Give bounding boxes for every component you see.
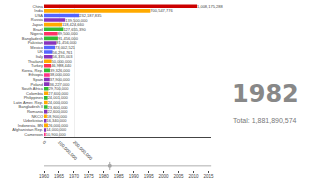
svg-text:Afghanistan Rep.: Afghanistan Rep.: [12, 127, 43, 132]
svg-text:2015: 2015: [203, 174, 214, 179]
svg-text:232,187,835: 232,187,835: [79, 13, 102, 18]
svg-text:Brazil: Brazil: [33, 27, 43, 32]
svg-text:Spain: Spain: [33, 77, 43, 82]
svg-text:37,900,000: 37,900,000: [50, 77, 71, 82]
svg-text:Uzbekistan: Uzbekistan: [23, 118, 43, 123]
svg-text:1990: 1990: [129, 174, 140, 179]
svg-text:Turkey: Turkey: [31, 63, 43, 68]
svg-text:USA: USA: [35, 13, 44, 18]
svg-text:Total: 1,881,890,574: Total: 1,881,890,574: [233, 117, 297, 124]
svg-text:China: China: [33, 4, 44, 9]
svg-text:1985: 1985: [114, 174, 125, 179]
svg-text:22,600,000: 22,600,000: [47, 109, 68, 114]
svg-text:56,335,003: 56,335,003: [53, 54, 74, 59]
svg-text:16,340,000: 16,340,000: [46, 118, 67, 123]
svg-text:10,900,000: 10,900,000: [46, 132, 67, 137]
svg-text:39,326,000: 39,326,000: [50, 68, 71, 73]
svg-text:127,655,390: 127,655,390: [63, 27, 86, 32]
svg-text:Indonesia, BN: Indonesia, BN: [18, 123, 43, 128]
svg-text:Nigeria: Nigeria: [30, 31, 43, 36]
svg-text:81,456,000: 81,456,000: [56, 40, 77, 45]
svg-text:Bangladesh: Bangladesh: [22, 36, 43, 41]
svg-text:UK: UK: [37, 49, 43, 54]
svg-text:Korea, Rep.: Korea, Rep.: [22, 68, 43, 73]
svg-text:1,008,175,288: 1,008,175,288: [197, 4, 223, 9]
svg-text:Romania: Romania: [27, 109, 44, 114]
svg-text:89,500,000: 89,500,000: [58, 31, 79, 36]
svg-text:200,000,000: 200,000,000: [72, 140, 94, 162]
svg-text:23,600,000: 23,600,000: [48, 105, 69, 110]
svg-text:118,424,660: 118,424,660: [62, 22, 85, 27]
svg-text:Bangladesh II: Bangladesh II: [19, 104, 43, 109]
svg-text:100,000,000: 100,000,000: [57, 140, 79, 162]
svg-text:50,000,000: 50,000,000: [52, 59, 73, 64]
svg-text:18,900,000: 18,900,000: [47, 114, 68, 119]
svg-text:Thailand: Thailand: [28, 59, 43, 64]
svg-text:1975: 1975: [84, 174, 95, 179]
svg-text:Colombia: Colombia: [26, 91, 44, 96]
svg-text:Pakistan: Pakistan: [28, 40, 43, 45]
svg-text:700,547,776: 700,547,776: [150, 8, 173, 13]
svg-text:0: 0: [42, 140, 48, 146]
svg-text:Italy: Italy: [36, 54, 43, 59]
svg-text:2005: 2005: [174, 174, 185, 179]
svg-text:26,000,000: 26,000,000: [48, 123, 69, 128]
svg-text:Poland: Poland: [31, 82, 43, 87]
svg-text:1970: 1970: [69, 174, 80, 179]
svg-text:Ethiopia: Ethiopia: [29, 72, 44, 77]
svg-text:38,000,000: 38,000,000: [50, 72, 71, 77]
svg-text:India: India: [34, 8, 43, 13]
svg-text:73,002,521: 73,002,521: [55, 45, 76, 50]
svg-text:91,456,000: 91,456,000: [58, 36, 79, 41]
svg-text:24,000,000: 24,000,000: [48, 100, 69, 105]
svg-text:2000: 2000: [159, 174, 170, 179]
svg-text:1965: 1965: [54, 174, 65, 179]
svg-text:56,294,761: 56,294,761: [53, 50, 74, 55]
svg-text:Latin Amer. Rep.: Latin Amer. Rep.: [13, 100, 43, 105]
svg-text:Japan: Japan: [32, 22, 43, 27]
svg-text:14,000,000: 14,000,000: [46, 127, 67, 132]
svg-text:1982: 1982: [232, 80, 299, 108]
svg-text:1980: 1980: [99, 174, 110, 179]
svg-text:27,600,000: 27,600,000: [48, 91, 69, 96]
svg-text:South Africa: South Africa: [21, 86, 43, 91]
svg-text:NKCO: NKCO: [31, 114, 43, 119]
svg-text:Cameroon: Cameroon: [24, 132, 43, 137]
svg-text:Russia: Russia: [31, 17, 44, 22]
svg-text:29,700,000: 29,700,000: [49, 86, 70, 91]
svg-text:1960: 1960: [39, 174, 50, 179]
svg-text:1995: 1995: [144, 174, 155, 179]
svg-text:36,227,000: 36,227,000: [50, 82, 71, 87]
svg-text:Mexico: Mexico: [30, 45, 43, 50]
svg-text:139,500,000: 139,500,000: [65, 18, 88, 23]
svg-text:46,988,440: 46,988,440: [51, 63, 72, 68]
svg-text:2010: 2010: [188, 174, 199, 179]
svg-text:24,001,000: 24,001,000: [48, 95, 69, 100]
svg-text:Philippines: Philippines: [24, 95, 43, 100]
